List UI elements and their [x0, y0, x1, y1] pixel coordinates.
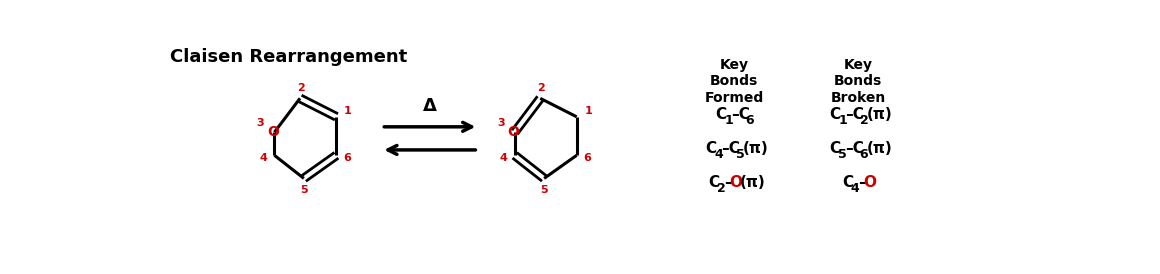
- Text: 6: 6: [343, 153, 351, 163]
- Text: Key
Bonds
Formed: Key Bonds Formed: [704, 58, 763, 105]
- Text: 1: 1: [839, 114, 847, 127]
- Text: –C: –C: [846, 141, 864, 156]
- Text: 3: 3: [496, 118, 505, 128]
- Text: –C: –C: [722, 141, 740, 156]
- Text: C: C: [709, 175, 719, 190]
- Text: 4: 4: [851, 182, 860, 195]
- Text: (π): (π): [740, 175, 766, 190]
- Text: O: O: [507, 125, 519, 139]
- Text: (π): (π): [867, 107, 892, 122]
- Text: 6: 6: [746, 114, 754, 127]
- Text: 3: 3: [256, 118, 264, 128]
- Text: 4: 4: [500, 153, 508, 163]
- Text: 1: 1: [724, 114, 733, 127]
- Text: 4: 4: [260, 153, 268, 163]
- Text: 5: 5: [541, 185, 548, 195]
- Text: 2: 2: [537, 82, 545, 93]
- Text: 2: 2: [717, 182, 726, 195]
- Text: C: C: [829, 107, 841, 122]
- Text: 6: 6: [583, 153, 592, 163]
- Text: O: O: [267, 125, 278, 139]
- Text: 5: 5: [735, 148, 745, 161]
- Text: C: C: [716, 107, 727, 122]
- Text: O: O: [730, 175, 742, 190]
- Text: 5: 5: [839, 148, 847, 161]
- Text: 2: 2: [860, 114, 869, 127]
- Text: 1: 1: [585, 106, 592, 116]
- Text: (π): (π): [742, 141, 768, 156]
- Text: C: C: [842, 175, 854, 190]
- Text: 5: 5: [300, 185, 307, 195]
- Text: C: C: [829, 141, 841, 156]
- Text: (π): (π): [867, 141, 892, 156]
- Text: Key
Bonds
Broken: Key Bonds Broken: [831, 58, 885, 105]
- Text: 4: 4: [715, 148, 723, 161]
- Text: 2: 2: [297, 82, 305, 93]
- Text: C: C: [705, 141, 717, 156]
- Text: Claisen Rearrangement: Claisen Rearrangement: [169, 47, 407, 65]
- Text: –C: –C: [731, 107, 749, 122]
- Text: –: –: [857, 175, 865, 190]
- Text: 6: 6: [860, 148, 869, 161]
- Text: 1: 1: [345, 106, 351, 116]
- Text: –C: –C: [844, 107, 864, 122]
- Text: –: –: [724, 175, 732, 190]
- Text: O: O: [864, 175, 877, 190]
- Text: Δ: Δ: [423, 96, 437, 115]
